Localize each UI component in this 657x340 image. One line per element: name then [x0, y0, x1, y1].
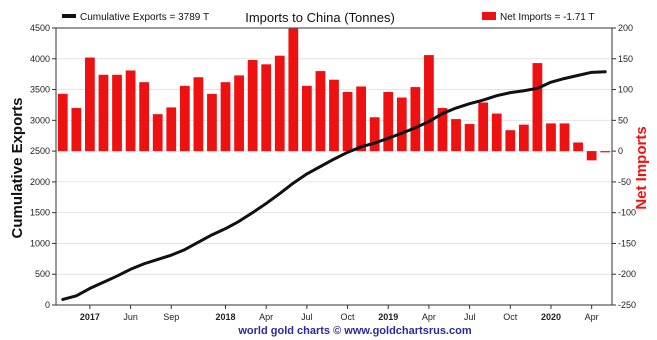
net-imports-bar-7 [152, 114, 163, 152]
left-tick-label-8: 4000 [30, 54, 50, 64]
net-imports-bar-5 [125, 70, 136, 152]
net-imports-bar-22 [356, 86, 367, 152]
legend-bar-swatch [482, 12, 496, 20]
net-imports-bar-35 [532, 63, 543, 152]
net-imports-bar-27 [424, 55, 434, 152]
right-axis-ticks: -250 -200 -150 -100 -50 0 50 100 150 200 [612, 23, 636, 310]
net-imports-bar-10 [193, 77, 204, 152]
left-tick-label-4: 2000 [30, 177, 50, 187]
net-imports-bar-13 [234, 75, 244, 152]
net-imports-bar-31 [478, 102, 489, 152]
net-imports-bar-37 [559, 123, 570, 152]
x-axis-labels: 2017 Jun Sep 2018 Apr Jul Oct 2019 Apr Jul Oct 2020… [80, 305, 599, 322]
net-imports-bar-20 [329, 79, 339, 152]
chart-title: Imports to China (Tonnes) [245, 10, 395, 25]
right-tick-label-0: -250 [618, 300, 636, 310]
right-tick-label-2: -150 [618, 238, 636, 248]
right-tick-label-4: -50 [618, 177, 631, 187]
x-tick-label-6: Oct [341, 312, 356, 322]
legend-net-imports-label: Net Imports = -1.71 T [500, 12, 595, 23]
net-imports-bar-25 [396, 97, 407, 152]
net-imports-bar-11 [207, 93, 217, 152]
net-imports-bar-9 [179, 85, 190, 152]
legend-cumulative-exports-label: Cumulative Exports = 3789 T [80, 12, 209, 23]
x-tick-label-5: Jul [301, 312, 313, 322]
left-tick-label-6: 3000 [30, 115, 50, 125]
legend-cumulative-exports: Cumulative Exports = 3789 T [62, 12, 209, 23]
right-tick-label-9: 200 [618, 23, 633, 33]
x-tick-label-12: Apr [585, 312, 599, 322]
net-imports-bar-18 [301, 85, 312, 152]
left-tick-label-5: 2500 [30, 146, 50, 156]
x-tick-label-4: Apr [259, 312, 273, 322]
right-tick-label-3: -100 [618, 208, 636, 218]
net-imports-bar-32 [491, 113, 502, 152]
axes [55, 27, 613, 306]
footer-credit: world gold charts © www.goldchartsrus.co… [237, 325, 471, 337]
right-tick-label-1: -200 [618, 269, 636, 279]
left-tick-label-3: 1500 [30, 208, 50, 218]
left-axis-ticks: 0 500 1000 1500 2000 2500 3000 3500 4000 4500 [30, 23, 56, 310]
net-imports-bar-29 [451, 119, 461, 152]
x-tick-label-8: Apr [422, 312, 436, 322]
net-imports-bar-34 [518, 124, 529, 152]
net-imports-bar-2 [85, 57, 95, 152]
net-imports-bar-1 [71, 108, 82, 152]
x-tick-label-1: Jun [123, 312, 138, 322]
net-imports-bar-36 [546, 123, 556, 152]
net-imports-bar-8 [166, 107, 177, 152]
right-tick-label-8: 150 [618, 54, 633, 64]
net-imports-bar-28 [437, 108, 448, 152]
net-imports-bar-30 [464, 124, 475, 152]
right-tick-label-6: 50 [618, 115, 628, 125]
x-tick-label-7: 2019 [378, 312, 398, 322]
left-tick-label-2: 1000 [30, 238, 50, 248]
net-imports-bar-39 [586, 151, 597, 161]
left-tick-label-9: 4500 [30, 23, 50, 33]
left-axis-title: Cumulative Exports [9, 98, 26, 239]
net-imports-bar-17 [288, 28, 299, 152]
legend-net-imports: Net Imports = -1.71 T [482, 12, 595, 23]
net-imports-bar-38 [573, 142, 583, 152]
net-imports-bar-15 [261, 64, 272, 152]
plot-area [56, 28, 612, 305]
net-imports-bar-26 [410, 87, 421, 152]
net-imports-bar-16 [274, 55, 285, 152]
cumulative-exports-line [61, 70, 607, 301]
x-tick-label-10: Oct [503, 312, 518, 322]
x-tick-label-0: 2017 [80, 312, 100, 322]
x-tick-label-11: 2020 [541, 312, 561, 322]
legend-line-swatch [62, 14, 76, 18]
net-imports-bar-4 [112, 74, 122, 152]
net-imports-bar-3 [98, 74, 109, 152]
x-tick-label-2: Sep [163, 312, 179, 322]
net-imports-bar-19 [315, 71, 326, 152]
net-imports-bar-12 [220, 82, 231, 152]
net-imports-bar-33 [505, 130, 516, 152]
left-tick-label-1: 500 [35, 269, 50, 279]
net-imports-bar-24 [383, 92, 394, 152]
net-imports-bar-6 [139, 82, 150, 152]
right-tick-label-5: 0 [618, 146, 623, 156]
plot-background [56, 28, 612, 305]
net-imports-bar-23 [369, 117, 380, 152]
cumulative-exports-polyline [61, 70, 607, 301]
net-imports-bar-14 [247, 60, 258, 152]
net-imports-bars [57, 28, 611, 161]
right-tick-label-7: 100 [618, 85, 633, 95]
right-axis-title: Net Imports [633, 126, 650, 209]
x-tick-label-3: 2018 [215, 312, 235, 322]
x-tick-label-9: Jul [464, 312, 476, 322]
net-imports-bar-21 [342, 92, 353, 152]
net-imports-bar-40 [600, 151, 611, 153]
net-imports-bar-0 [57, 93, 68, 152]
left-tick-label-0: 0 [45, 300, 50, 310]
left-tick-label-7: 3500 [30, 85, 50, 95]
